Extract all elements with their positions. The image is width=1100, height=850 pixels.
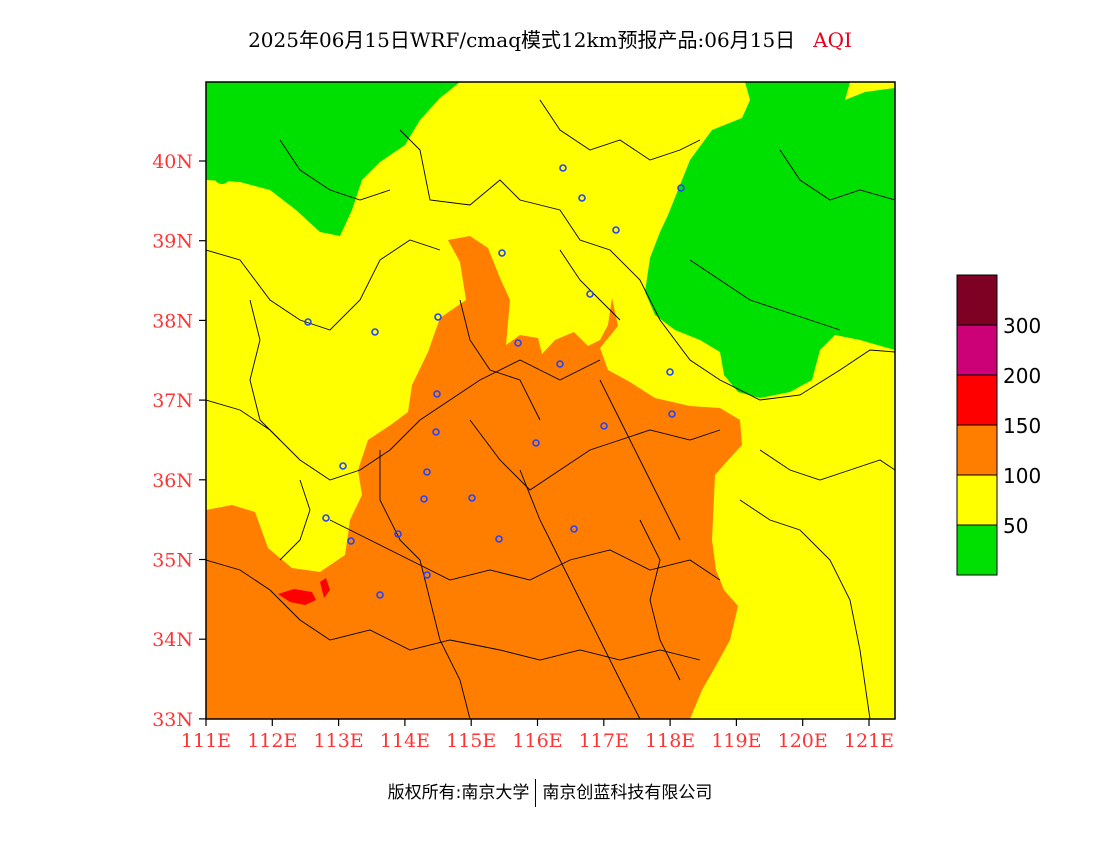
map-title: 2025年06月15日WRF/cmaq模式12km预报产品:06月15日 AQI xyxy=(0,24,1100,53)
aqi-zone-orange xyxy=(206,236,742,719)
lon-tick-label: 112E xyxy=(247,730,297,752)
copyright-footer: 版权所有:南京大学 南京创蓝科技有限公司 xyxy=(0,778,1100,807)
lon-tick-label: 117E xyxy=(579,730,629,752)
lat-tick-label: 34N xyxy=(152,629,193,651)
aqi-zone-green-northeast xyxy=(645,82,895,398)
lon-tick-label: 111E xyxy=(181,730,231,752)
lon-tick-label: 118E xyxy=(645,730,695,752)
legend-label: 150 xyxy=(1003,414,1041,438)
lat-tick-label: 36N xyxy=(152,470,193,492)
legend-swatch xyxy=(956,424,998,476)
legend-swatch xyxy=(956,374,998,426)
lon-tick-label: 114E xyxy=(380,730,430,752)
legend-swatch xyxy=(956,274,998,326)
aqi-zone-green-northwest xyxy=(206,82,460,236)
lon-tick-label: 113E xyxy=(314,730,364,752)
lat-tick-label: 40N xyxy=(152,151,193,173)
map-content xyxy=(206,82,895,719)
lon-tick-label: 120E xyxy=(778,730,828,752)
lat-tick-label: 39N xyxy=(152,231,193,253)
legend-label: 300 xyxy=(1003,314,1041,338)
lon-tick-label: 121E xyxy=(844,730,894,752)
legend-swatch xyxy=(956,324,998,376)
lat-tick-label: 35N xyxy=(152,550,193,572)
legend-swatch xyxy=(956,524,998,576)
legend-label: 50 xyxy=(1003,514,1028,538)
copyright-right: 南京创蓝科技有限公司 xyxy=(542,783,713,803)
admin-boundaries xyxy=(206,99,895,719)
aqi-zone-red xyxy=(278,589,316,605)
longitude-axis: 111E 112E 113E 114E 115E 116E 117E 118E 119E 120E… xyxy=(181,719,894,752)
variable-label: AQI xyxy=(813,28,852,52)
lon-tick-label: 116E xyxy=(512,730,562,752)
title-text: 2025年06月15日WRF/cmaq模式12km预报产品:06月15日 xyxy=(248,28,796,52)
lat-tick-label: 33N xyxy=(152,709,193,731)
legend-label: 200 xyxy=(1003,364,1041,388)
aqi-legend: 50 100 150 200 300 xyxy=(956,274,1041,576)
legend-swatch xyxy=(956,474,998,526)
legend-label: 100 xyxy=(1003,464,1041,488)
aqi-zone-red-2 xyxy=(320,578,330,598)
lat-tick-label: 38N xyxy=(152,310,193,332)
city-markers xyxy=(304,164,685,599)
lon-tick-label: 115E xyxy=(446,730,496,752)
lon-tick-label: 119E xyxy=(711,730,761,752)
copyright-left: 版权所有:南京大学 xyxy=(387,783,530,803)
footer-separator xyxy=(535,779,537,807)
lat-tick-label: 37N xyxy=(152,390,193,412)
latitude-axis: 40N 39N 38N 37N 36N 35N 34N 33N xyxy=(152,151,206,731)
